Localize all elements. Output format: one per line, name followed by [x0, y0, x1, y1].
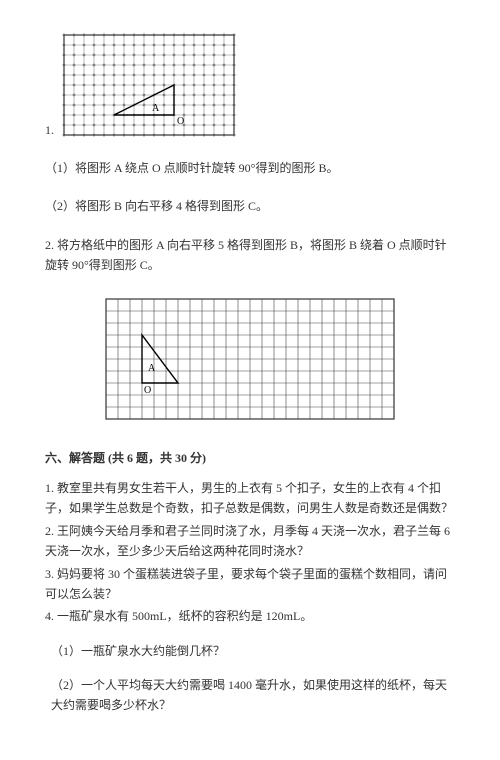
grid-figure-1: AO: [59, 30, 239, 140]
problem-1-figure: 1. AO: [45, 30, 455, 140]
section-6-q3: 3. 妈妈要将 30 个蛋糕装进袋子里，要求每个袋子里面的蛋糕个数相同，请问可以…: [45, 564, 455, 605]
problem-1-sub-1: （1）将图形 A 绕点 O 点顺时针旋转 90°得到的图形 B。: [45, 158, 455, 178]
svg-text:O: O: [144, 385, 151, 396]
svg-text:O: O: [177, 116, 184, 127]
section-6-q4-stem: 4. 一瓶矿泉水有 500mL，纸杯的容积约是 120mL。: [45, 606, 455, 626]
section-6-q4-sub2: （2）一个人平均每天大约需要喝 1400 毫升水，如果使用这样的纸杯，每天大约需…: [45, 675, 455, 716]
problem-2-figure: AO: [45, 294, 455, 424]
problem-1-number: 1.: [45, 120, 54, 140]
problem-1-sub-2: （2）将图形 B 向右平移 4 格得到图形 C。: [45, 196, 455, 216]
grid-figure-2: AO: [100, 294, 400, 424]
section-6-q1: 1. 教室里共有男女生若干人，男生的上衣有 5 个扣子，女生的上衣有 4 个扣子…: [45, 478, 455, 519]
section-6-heading: 六、解答题 (共 6 题，共 30 分): [45, 448, 455, 468]
svg-text:A: A: [152, 103, 160, 114]
svg-text:A: A: [148, 363, 156, 374]
problem-2-stem: 2. 将方格纸中的图形 A 向右平移 5 格得到图形 B，将图形 B 绕着 O …: [45, 235, 455, 276]
section-6-q4-sub1: （1）一瓶矿泉水大约能倒几杯？: [45, 641, 455, 661]
section-6-q2: 2. 王阿姨今天给月季和君子兰同时浇了水，月季每 4 天浇一次水，君子兰每 6 …: [45, 521, 455, 562]
